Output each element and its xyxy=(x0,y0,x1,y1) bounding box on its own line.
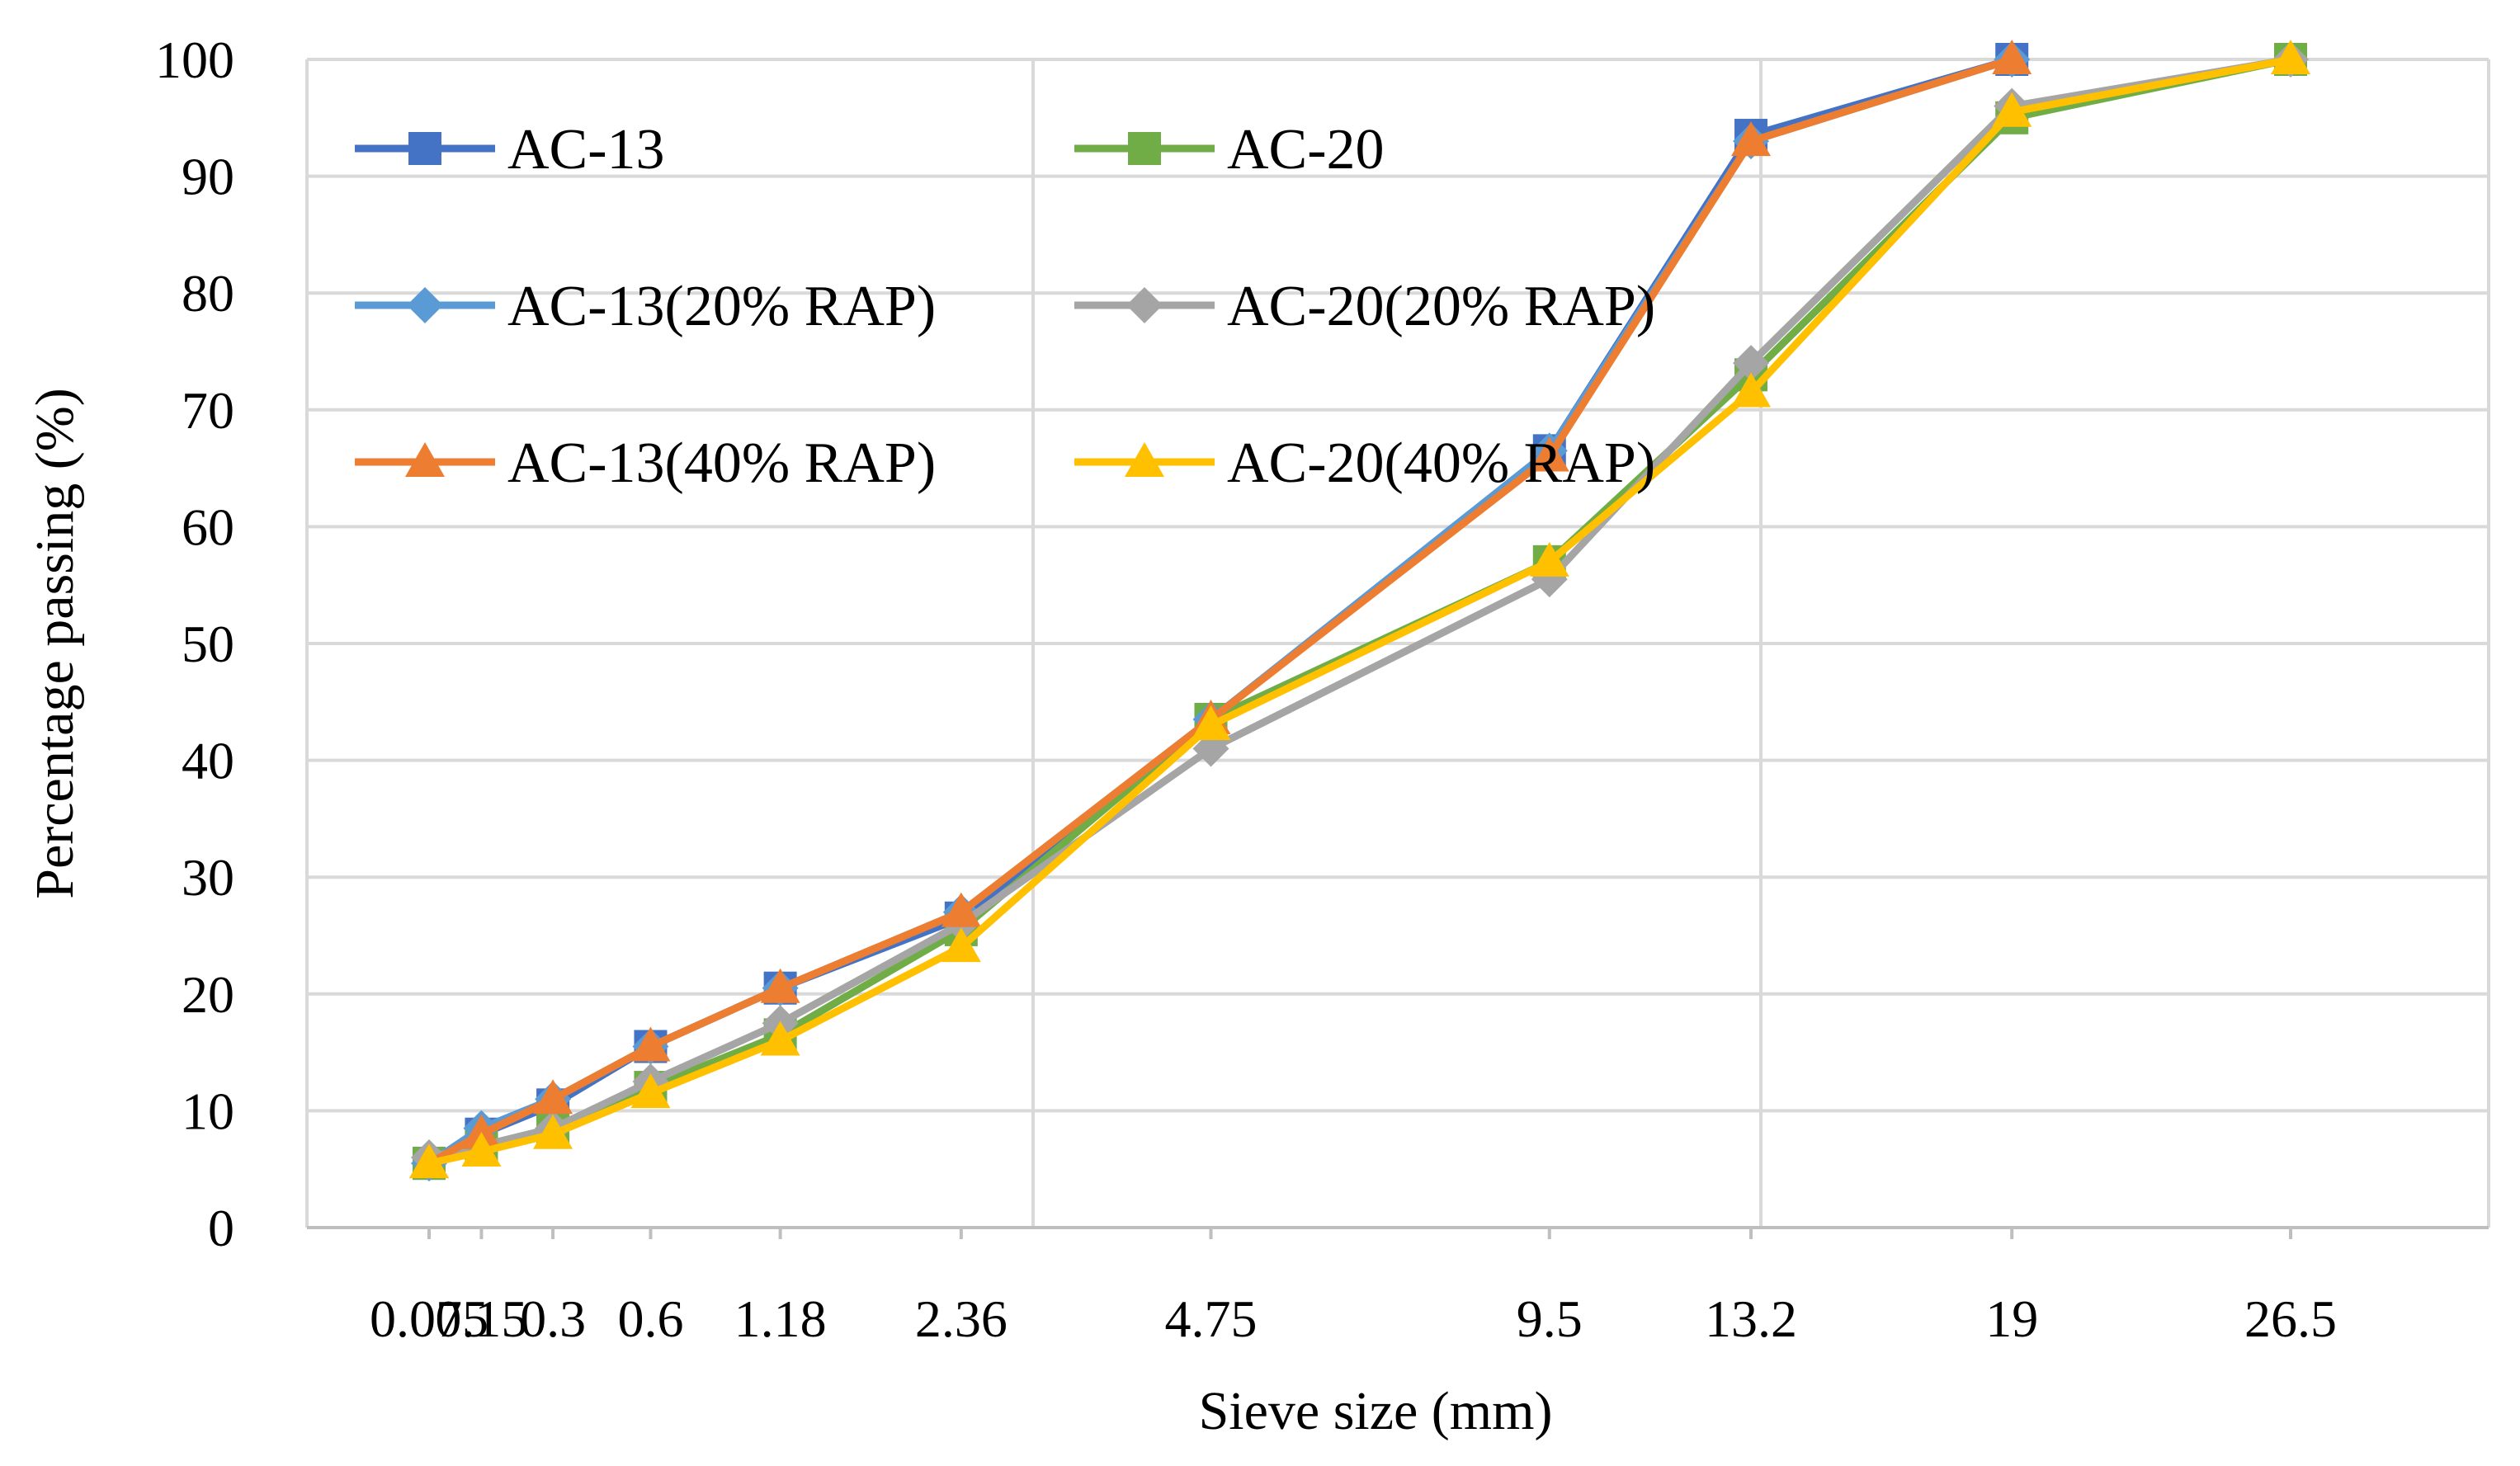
data-point-ac-20-40-rap xyxy=(1731,372,1772,408)
grid xyxy=(305,58,2490,1229)
legend-swatch-marker xyxy=(408,132,441,165)
data-point-ac-13-40-rap xyxy=(1992,40,2032,74)
legend-label: AC-20(40% RAP) xyxy=(1227,431,1655,495)
x-tick-label: 26.5 xyxy=(2244,1289,2337,1348)
series-line-ac-13 xyxy=(427,55,2013,1167)
y-tick-label: 10 xyxy=(182,1082,234,1140)
data-point-ac-20-40-rap xyxy=(1992,92,2032,127)
data-point-ac-20-40-rap xyxy=(630,1073,671,1109)
legend-swatch-marker xyxy=(407,287,443,323)
data-point-ac-13-40-rap xyxy=(630,1026,671,1062)
legend-swatch-marker xyxy=(1128,132,1161,165)
legend-item-ac-13: AC-13 xyxy=(355,118,665,181)
legend-label: AC-13 xyxy=(507,118,665,181)
series-ac-20-40-rap xyxy=(409,40,2310,1179)
y-tick-label: 60 xyxy=(182,497,234,556)
data-point-ac-13-40-rap xyxy=(1731,121,1772,157)
y-axis-title: Percentage passing (%) xyxy=(25,388,85,898)
legend-item-ac-20: AC-20 xyxy=(1074,118,1385,181)
series-ac-13-40-rap xyxy=(409,40,2032,1179)
legend-swatch-marker xyxy=(405,442,445,477)
series-line-ac-20 xyxy=(427,55,2291,1167)
x-tick-label: 9.5 xyxy=(1517,1289,1583,1348)
y-tick-label: 20 xyxy=(182,965,234,1024)
y-axis-ticks: 0 10 20 30 40 50 60 70 80 90 100 xyxy=(155,31,234,1257)
data-point-ac-13-40-rap xyxy=(760,968,800,1003)
data-point-ac-20-40-rap xyxy=(1529,541,1569,577)
x-tick-label: 0.3 xyxy=(520,1289,586,1348)
legend-label: AC-20 xyxy=(1227,118,1385,181)
legend-item-ac-20-40-rap: AC-20(40% RAP) xyxy=(1074,431,1655,495)
legend-item-ac-13-20-rap: AC-13(20% RAP) xyxy=(355,275,936,338)
series-line-ac-13-40-rap xyxy=(427,55,2013,1167)
data-point-ac-13-40-rap xyxy=(461,1114,502,1149)
x-tick-label: 19 xyxy=(1985,1289,2038,1348)
series-ac-20 xyxy=(413,43,2307,1181)
y-tick-label: 50 xyxy=(182,615,234,673)
data-point-ac-13-40-rap xyxy=(1529,436,1569,472)
x-tick-label: 2.36 xyxy=(915,1289,1008,1348)
legend-item-ac-20-20-rap: AC-20(20% RAP) xyxy=(1074,275,1655,338)
y-tick-label: 80 xyxy=(182,264,234,323)
legend-swatch-marker xyxy=(1125,442,1164,477)
data-point-ac-20-40-rap xyxy=(461,1131,502,1167)
series-line-ac-20-40-rap xyxy=(428,55,2291,1167)
y-tick-label: 0 xyxy=(208,1199,234,1257)
data-point-ac-13-40-rap xyxy=(533,1079,573,1115)
data-point-ac-20-40-rap xyxy=(533,1114,573,1149)
series-line-ac-13-20-rap xyxy=(427,55,2013,1167)
data-point-ac-20-40-rap xyxy=(2271,40,2310,74)
x-tick-label: 13.2 xyxy=(1705,1289,1797,1348)
data-point-ac-20-40-rap xyxy=(941,927,981,963)
series-ac-13 xyxy=(413,43,2029,1181)
data-point-ac-20-40-rap xyxy=(409,1143,449,1179)
y-tick-label: 40 xyxy=(182,732,234,790)
legend-item-ac-13-40-rap: AC-13(40% RAP) xyxy=(355,431,936,495)
y-tick-label: 100 xyxy=(155,31,234,89)
data-point-ac-20-40-rap xyxy=(1191,705,1231,741)
legend-label: AC-13(20% RAP) xyxy=(507,275,936,338)
x-tick-label: 4.75 xyxy=(1165,1289,1258,1348)
x-tick-label: 0.6 xyxy=(617,1289,683,1348)
legend-label: AC-20(20% RAP) xyxy=(1227,275,1655,338)
legend-swatch-marker xyxy=(1126,287,1163,323)
y-tick-label: 90 xyxy=(182,148,234,206)
x-tick-label: 1.18 xyxy=(734,1289,827,1348)
x-tick-label: 0.15 xyxy=(435,1289,527,1348)
y-tick-label: 30 xyxy=(182,848,234,907)
y-tick-label: 70 xyxy=(182,381,234,440)
data-point-ac-20-20-rap xyxy=(1733,345,1770,382)
legend-label: AC-13(40% RAP) xyxy=(507,431,936,495)
data-point-ac-20-40-rap xyxy=(760,1021,800,1056)
data-point-ac-13-40-rap xyxy=(941,892,981,927)
x-tick-label: 0.075 xyxy=(370,1289,488,1348)
series-lines xyxy=(409,40,2310,1182)
x-axis-title: Sieve size (mm) xyxy=(1199,1381,1553,1441)
series-ac-13-20-rap xyxy=(411,41,2031,1182)
legend: AC-13 AC-20 AC-13(20% RAP) AC-20(20% RAP) AC… xyxy=(355,118,1655,495)
